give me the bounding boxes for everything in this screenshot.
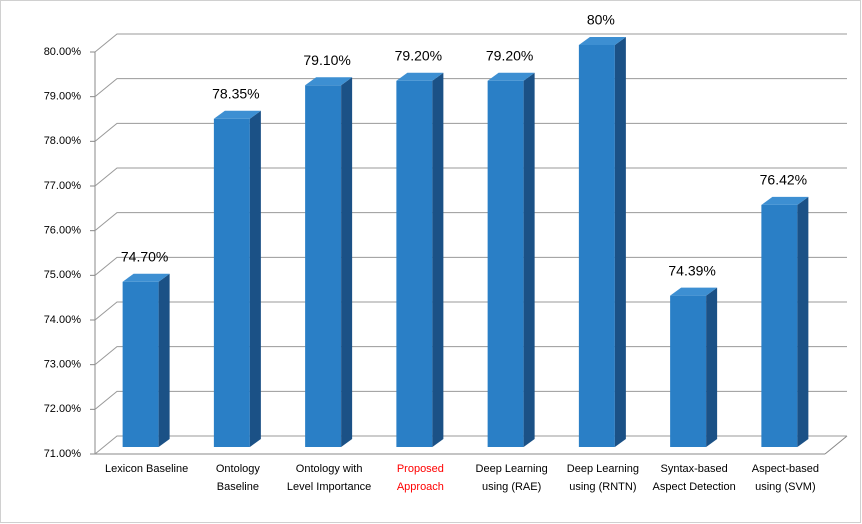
x-tick-label: Aspect-based using (SVM) (751, 463, 819, 493)
x-tick-label: Proposed Approach (396, 463, 444, 493)
bar-front (487, 80, 524, 447)
bar (305, 77, 353, 447)
grid-line (94, 33, 847, 53)
bar-front (578, 45, 615, 447)
bar (670, 287, 718, 447)
y-tick-label: 76.00% (44, 225, 82, 237)
value-label: 79.10% (303, 52, 350, 68)
y-tick-label: 73.00% (44, 359, 82, 371)
value-label: 74.70% (121, 248, 168, 264)
y-tick-label: 75.00% (44, 269, 82, 281)
x-tick-label: Lexicon Baseline (105, 463, 189, 475)
value-label: 79.20% (395, 47, 442, 63)
x-tick-label: Syntax-based Aspect Detection (652, 463, 736, 493)
x-tick-label: Ontology Baseline (215, 463, 260, 493)
bar-front (396, 80, 433, 447)
bar-top (305, 77, 353, 86)
value-label: 79.20% (486, 47, 533, 63)
axis-line (824, 435, 848, 455)
value-label: 76.42% (760, 172, 807, 188)
bar-top (487, 72, 535, 81)
value-label: 74.39% (668, 262, 715, 278)
bar (122, 273, 170, 447)
bar-side (249, 110, 261, 447)
bar-side (158, 273, 170, 447)
bar-side (797, 196, 809, 447)
bar-front (213, 118, 250, 447)
bar-top (213, 110, 261, 119)
bar (761, 196, 809, 447)
x-tick-label: Deep Learning using (RAE) (475, 463, 548, 493)
bar-top (396, 72, 444, 81)
y-tick-label: 80.00% (44, 46, 82, 58)
bar-front (122, 281, 159, 447)
bar-side (523, 72, 535, 447)
bar-front (670, 295, 707, 447)
y-tick-label: 74.00% (44, 314, 82, 326)
bar (213, 110, 261, 447)
bar-side (706, 287, 718, 447)
bar-front (761, 204, 798, 447)
bar-top (578, 37, 626, 45)
y-tick-label: 71.00% (44, 448, 82, 460)
value-label: 78.35% (212, 85, 259, 101)
x-tick-label: Deep Learning using (RNTN) (566, 463, 639, 493)
bar (487, 72, 535, 447)
x-tick-label: Ontology with Level Importance (286, 463, 372, 493)
bar-side (614, 37, 626, 447)
bar-top (670, 287, 718, 296)
bar-top (122, 273, 170, 282)
value-label: 80% (587, 12, 615, 28)
bar (578, 37, 626, 447)
bar-side (432, 72, 444, 447)
y-tick-label: 78.00% (44, 135, 82, 147)
y-tick-label: 72.00% (44, 403, 82, 415)
bar-front (305, 85, 342, 447)
bar-side (341, 77, 353, 447)
bar-top (761, 196, 809, 205)
y-tick-label: 79.00% (44, 91, 82, 103)
bar (396, 72, 444, 447)
y-tick-label: 77.00% (44, 180, 82, 192)
